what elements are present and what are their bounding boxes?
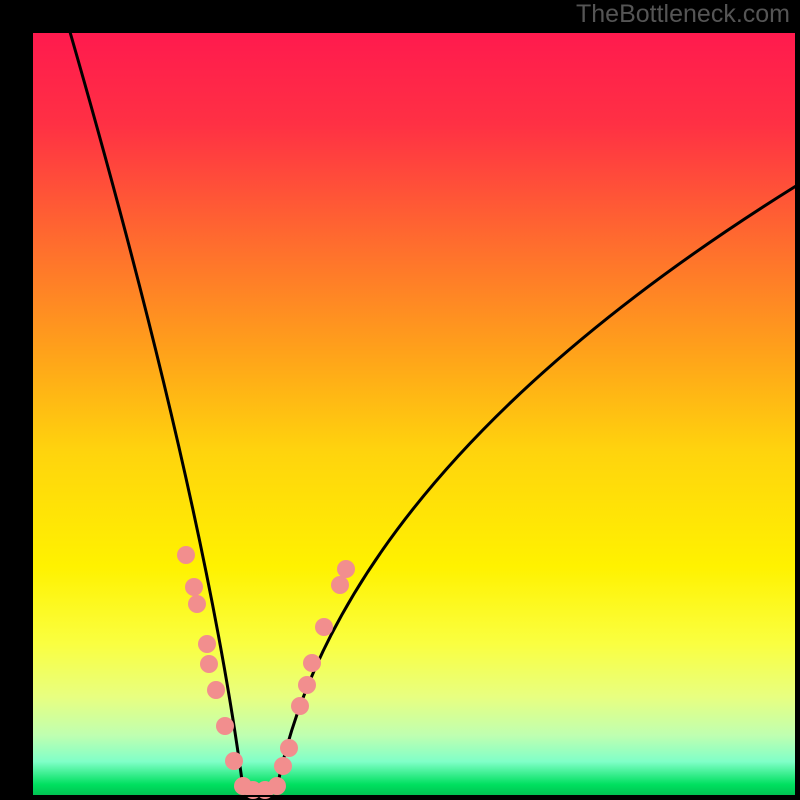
v-curve [70, 32, 796, 788]
marker-dot [185, 578, 203, 596]
marker-dot [198, 635, 216, 653]
marker-dot [337, 560, 355, 578]
marker-dot [225, 752, 243, 770]
marker-dot [207, 681, 225, 699]
marker-dot [298, 676, 316, 694]
marker-dot [315, 618, 333, 636]
marker-dot [291, 697, 309, 715]
marker-dot [274, 757, 292, 775]
curve-markers [177, 546, 355, 799]
marker-dot [331, 576, 349, 594]
marker-dot [216, 717, 234, 735]
marker-dot [200, 655, 218, 673]
marker-dot [303, 654, 321, 672]
inner-frame [32, 32, 796, 796]
watermark-text: TheBottleneck.com [576, 0, 790, 29]
marker-dot [188, 595, 206, 613]
marker-dot [280, 739, 298, 757]
marker-dot [268, 777, 286, 795]
chart-overlay [0, 0, 800, 800]
marker-dot [177, 546, 195, 564]
